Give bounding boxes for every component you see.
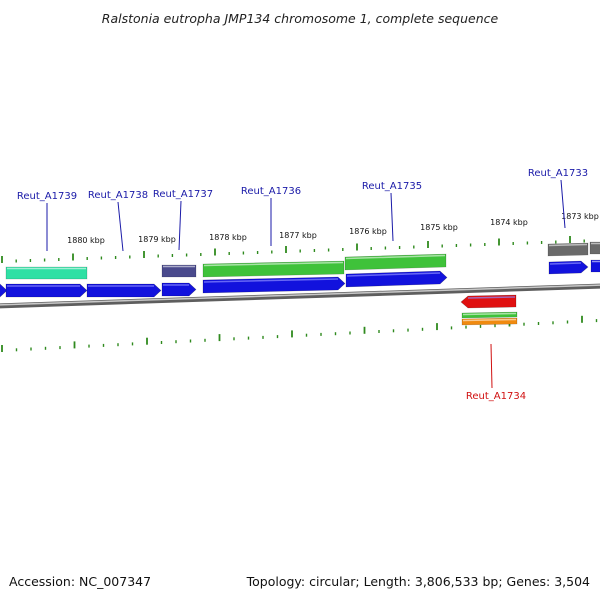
gene-features [0,241,600,326]
chromosome-backbone-highlight [0,284,600,306]
cds-arrow [86,283,162,298]
gene-label-leader [117,201,124,252]
gene-label-leader [490,343,493,389]
gene-block-slate [161,264,197,278]
tick-label: 1873 kbp [561,212,599,221]
gene-block-green-highlight [203,261,344,267]
chromosome-backbone [0,283,600,309]
tick-label: 1879 kbp [138,235,176,244]
cds-arrow [161,282,197,297]
cds-arrow [590,259,600,273]
kbp-tick-labels: 1880 kbp 1879 kbp 1878 kbp 1877 kbp 1876 kbp… [67,212,599,245]
gene-label: Reut_A1734 [466,391,526,402]
gene-block-green-highlight [345,254,446,260]
gene-block-gray [589,241,600,255]
tick-label: 1875 kbp [420,223,458,232]
inner-tick-ring [1,315,598,352]
genome-summary-text: Topology: circular; Length: 3,806,533 bp… [246,574,590,589]
accession-text: Accession: NC_007347 [9,574,151,589]
gene-block-gray [547,242,589,257]
gene-label: Reut_A1733 [528,168,588,179]
tick-label: 1880 kbp [67,236,105,245]
outer-tick-ring [1,236,585,263]
gene-label-leader [560,179,566,229]
gene-label: Reut_A1738 [88,190,148,201]
tick-label: 1877 kbp [279,231,317,240]
tick-label: 1878 kbp [209,233,247,242]
cds-arrow [5,283,88,298]
gene-label: Reut_A1737 [153,189,213,200]
gene-labels: Reut_A1739 Reut_A1738 Reut_A1737 Reut_A1736… [17,168,588,402]
gene-label: Reut_A1735 [362,181,422,192]
gene-label-leader [178,200,182,251]
tick-label: 1876 kbp [349,227,387,236]
reverse-cds-arrow-highlight [467,296,516,299]
cds-arrow-highlight [549,262,582,265]
gene-label: Reut_A1736 [241,186,301,197]
gene-block-teal [5,266,88,280]
tick-label: 1874 kbp [490,218,528,227]
gene-label-leader [390,192,394,242]
reverse-gene-block-orange-highlight [462,318,517,322]
reverse-gene-block-green-highlight [462,312,517,316]
map-title: Ralstonia eutropha JMP134 chromosome 1, … [102,11,499,26]
cds-arrow-highlight [346,272,441,277]
gene-label: Reut_A1739 [17,191,77,202]
cds-arrow-highlight [203,278,339,283]
gene-block-gray-highlight [548,243,588,247]
cds-arrow [0,283,8,298]
